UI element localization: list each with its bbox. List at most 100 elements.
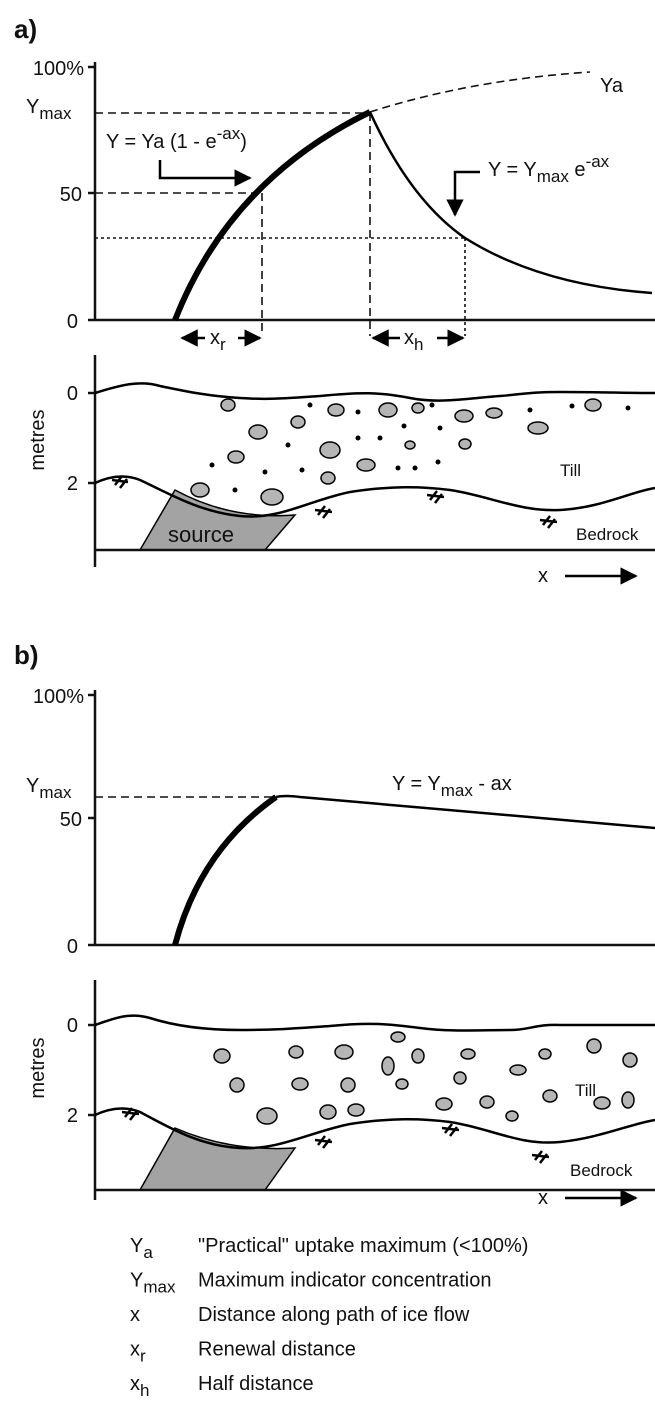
symbol-sub: h [140,1381,149,1400]
tick-label: 100% [33,686,84,708]
linear-decay [275,794,655,830]
pebble [307,402,313,408]
hatch [531,1150,550,1164]
uptake-curve [172,794,278,946]
hatch [121,1107,140,1121]
x-label: x [538,565,548,587]
tick-label: 0 [67,311,78,333]
pebble [355,409,361,415]
clast [340,1077,356,1093]
clast [542,1089,558,1103]
pebble [625,405,631,411]
clast [404,440,416,450]
clasts [190,398,631,506]
bedrock-surface [94,1107,655,1150]
pebble [527,407,533,413]
clast [586,1038,602,1054]
clast [320,471,336,485]
eq-part: ) [240,131,247,153]
axis-label: metres [27,1037,49,1098]
clasts [213,1031,638,1125]
symbol-sub: a [143,1243,153,1262]
pointer-arrow [446,170,480,217]
tick-main: Y [26,96,39,118]
symbol-sub: r [140,1347,146,1366]
pebble [395,465,401,471]
clast [390,1031,406,1043]
legend-text: Maximum indicator concentration [198,1270,491,1292]
bedrock-surface [94,475,655,518]
legend-text: Half distance [198,1373,314,1395]
pebble [569,403,575,409]
uptake-curve [172,109,372,322]
tick-label: Ymax [26,96,72,123]
clast [229,1077,245,1093]
legend-symbol: xr [130,1339,146,1366]
ya-curve [369,71,591,113]
pebble [377,435,383,441]
symbol-main: x [130,1339,140,1361]
renewal-label: xr [210,327,226,354]
label-sub: r [220,335,226,354]
clast [485,407,503,419]
clast [458,438,472,450]
tick-label: Ymax [26,775,72,802]
symbol-sub: max [143,1278,176,1297]
source-body [138,488,297,551]
hatch [111,475,129,489]
clast [356,458,376,472]
pebble [299,467,305,473]
clast [381,1056,395,1076]
eq-part: e [569,159,586,181]
clast [454,409,474,423]
clast [621,1091,635,1109]
clast [319,441,341,459]
decay-curve [368,111,653,295]
source-body [138,1127,297,1191]
clast [505,1110,519,1122]
clast [347,1103,365,1117]
linear-equation: Y = Ymax - ax [392,773,512,800]
pebble [262,469,268,475]
legend: Ya "Practical" uptake maximum (<100%) Ymax… [130,1235,528,1400]
tick-label: 50 [60,184,82,206]
legend-text: Renewal distance [198,1339,356,1361]
pebble [355,435,361,441]
clast [290,415,306,429]
tick-sub: max [39,104,72,123]
hatch [314,505,333,519]
decay-equation: Y = Ymax e-ax [488,152,610,186]
clast [395,1078,409,1090]
half-label: xh [404,327,423,354]
pebble [232,487,238,493]
eq-part: Y = Ya (1 - e [106,131,217,153]
pebble [437,425,443,431]
clast [584,398,602,412]
tick-label: 0 [67,383,78,405]
section-a: 0 2 metres [27,355,655,587]
hatch [441,1123,460,1137]
clast [538,1048,552,1060]
eq-sup: -ax [586,152,610,171]
symbol-main: Y [130,1235,143,1257]
bedrock-label: Bedrock [576,525,639,544]
clast [190,482,210,498]
clast [509,1064,527,1076]
eq-part: - ax [473,773,512,795]
clast [248,424,268,440]
panel-a: a) 100% Ymax 50 0 Ya Y = Ya (1 - e-ax) Y… [14,14,655,354]
pebble [401,423,407,429]
axis-label: metres [27,409,49,470]
clast [460,1048,476,1060]
clast [411,402,425,414]
tick-label: 2 [67,473,78,495]
bedrock-label: Bedrock [570,1161,633,1180]
label-sub: h [414,335,423,354]
x-label: x [538,1187,548,1209]
tick-label: 2 [67,1105,78,1127]
clast [327,403,345,417]
tick-label: 0 [67,1015,78,1037]
clast [435,1097,453,1111]
eq-sub: max [441,781,474,800]
